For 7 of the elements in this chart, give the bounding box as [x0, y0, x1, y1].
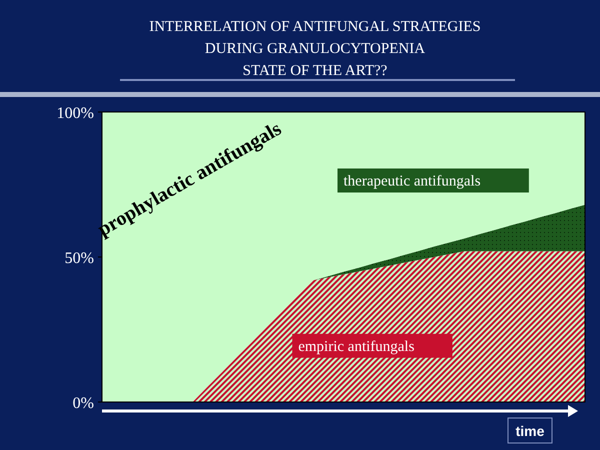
text: therapeutic antifungals	[344, 174, 481, 190]
y-tick-label: 100%	[56, 105, 94, 122]
chart-title: INTERRELATION OF ANTIFUNGAL STRATEGIES DURING GRANULOCYTOPENIA STATE OF THE ART??	[149, 19, 481, 79]
y-tick-label: 50%	[64, 250, 94, 267]
x-axis-title: time	[516, 423, 545, 439]
y-tick-label: 0%	[72, 395, 94, 412]
series-label: empiric antifungals	[298, 338, 415, 355]
